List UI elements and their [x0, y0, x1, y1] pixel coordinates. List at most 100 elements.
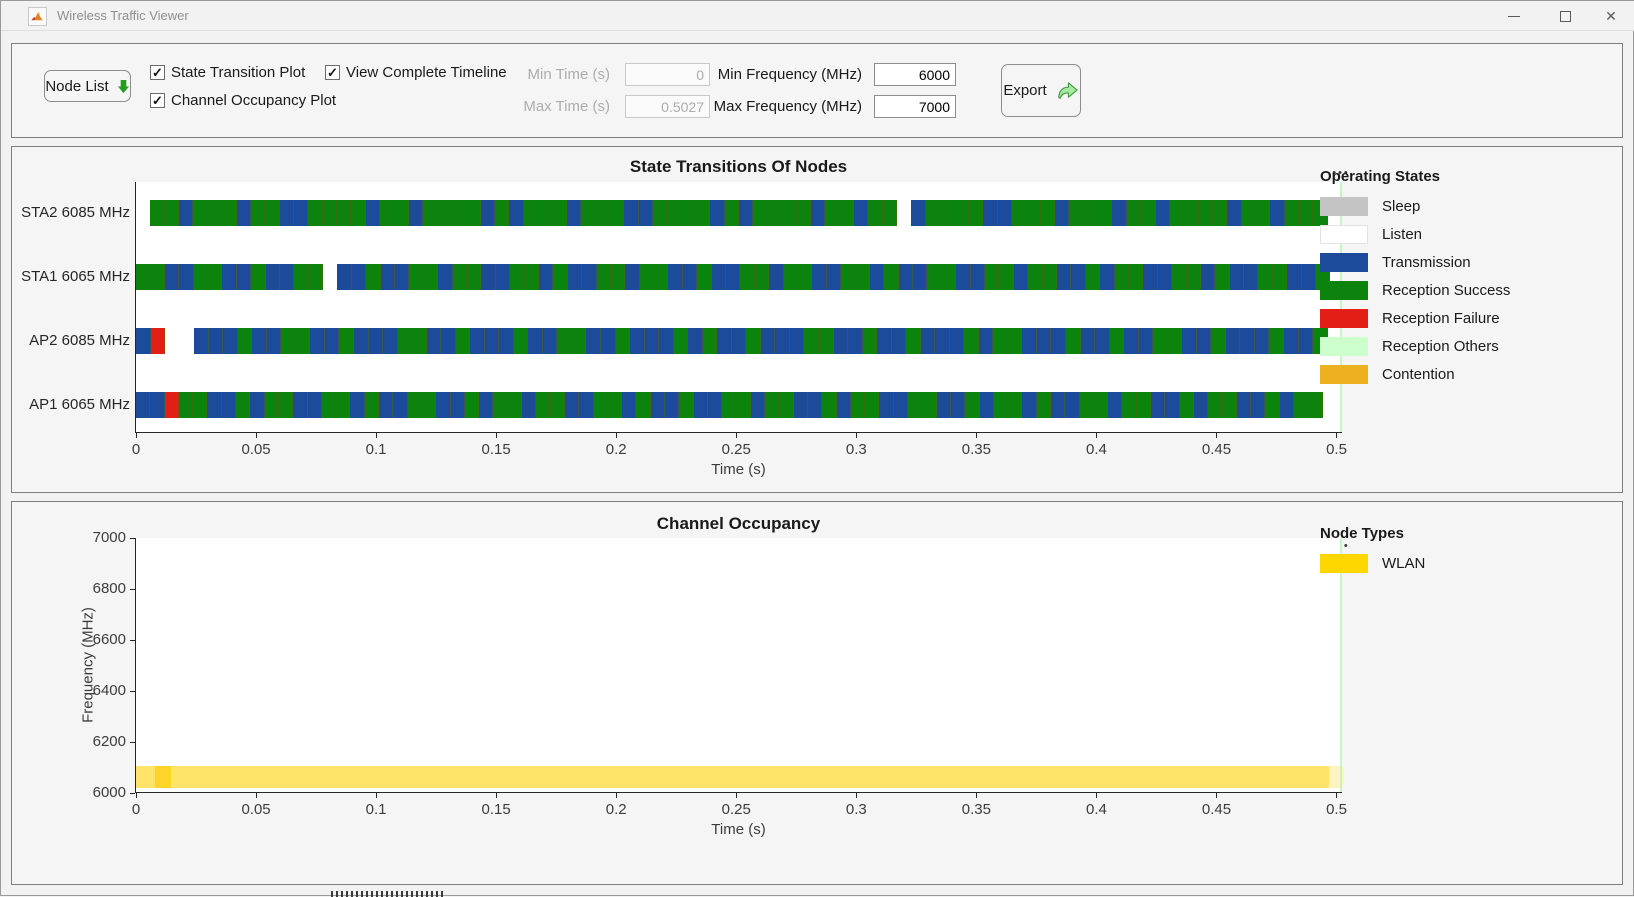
state-segment: [479, 392, 494, 418]
state-segment: [1301, 264, 1317, 290]
min-frequency-label: Min Frequency (MHz): [717, 66, 862, 83]
state-segment: [164, 200, 180, 226]
state-segment: [480, 200, 495, 226]
state-transition-plot-area[interactable]: 0 0.05 0.1 0.15 0.2 0.25 0.3 0.35 0.4 0.45 0.5: [132, 182, 1347, 458]
legend-entry: Reception Failure: [1320, 309, 1510, 328]
state-plot-title: State Transitions Of Nodes: [629, 157, 848, 176]
checkbox-channel-occupancy-plot[interactable]: ✓ Channel Occupancy Plot: [150, 92, 336, 109]
state-segment: [1011, 200, 1027, 226]
legend-entries: WLAN: [1320, 554, 1425, 573]
state-segment: [1028, 264, 1043, 290]
state-segment: [841, 264, 856, 290]
legend-entry: Reception Others: [1320, 337, 1510, 356]
state-segment: [1298, 328, 1314, 354]
state-segment: [586, 328, 601, 354]
y-tick-label: 6400: [92, 682, 126, 699]
state-segment: [724, 200, 740, 226]
wlan-occupancy-band: [1329, 766, 1343, 788]
x-tick-label: 0.5: [1326, 801, 1347, 818]
state-segment: [853, 200, 869, 226]
checkbox-state-transition-plot[interactable]: ✓ State Transition Plot: [150, 64, 305, 81]
state-segment: [607, 392, 623, 418]
checkbox-view-complete-timeline[interactable]: ✓ View Complete Timeline: [325, 64, 507, 81]
state-segment: [397, 328, 413, 354]
state-segment: [1193, 392, 1209, 418]
panel-menu-button[interactable]: •••: [1332, 167, 1350, 179]
state-segment: [839, 200, 854, 226]
minimize-button[interactable]: [1491, 1, 1537, 31]
state-segment: [223, 328, 238, 354]
state-segment: [528, 328, 543, 354]
state-segment: [441, 328, 456, 354]
state-segment: [1169, 200, 1185, 226]
node-list-button[interactable]: Node List: [44, 70, 131, 102]
state-segment: [1079, 392, 1094, 418]
state-segment: [193, 392, 208, 418]
state-segment: [739, 200, 754, 226]
x-axis-label: Time (s): [711, 821, 766, 838]
legend-entry: Reception Success: [1320, 281, 1510, 300]
min-frequency-input[interactable]: [874, 63, 956, 86]
state-segment: [179, 328, 195, 354]
state-segment: [1215, 264, 1230, 290]
state-segment: [1108, 392, 1123, 418]
state-segment: [638, 200, 653, 226]
state-segment: [1184, 200, 1199, 226]
state-segment: [906, 328, 921, 354]
state-segment: [941, 264, 957, 290]
state-segment: [308, 264, 324, 290]
legend-label: Reception Success: [1382, 282, 1511, 299]
state-segment: [513, 328, 529, 354]
state-segment: [550, 392, 565, 418]
state-segment: [194, 328, 209, 354]
state-segment: [1022, 392, 1037, 418]
x-tick-mark: [135, 793, 137, 798]
export-button[interactable]: Export: [1001, 64, 1081, 117]
legend-swatch: [1320, 554, 1368, 573]
maximize-button[interactable]: [1542, 1, 1588, 31]
legend-label: Reception Failure: [1382, 310, 1500, 327]
state-segment: [207, 392, 222, 418]
state-segment: [1225, 328, 1241, 354]
state-segment: [307, 392, 322, 418]
state-segment: [1008, 392, 1023, 418]
state-segment: [1051, 392, 1066, 418]
x-tick-label: 0.4: [1085, 801, 1107, 818]
state-segment: [393, 392, 408, 418]
state-segment: [1069, 200, 1084, 226]
x-tick-label: 0.05: [241, 441, 271, 458]
state-segment: [1208, 392, 1223, 418]
state-segment: [464, 392, 480, 418]
state-segment: [1124, 328, 1139, 354]
state-segment: [524, 264, 539, 290]
close-button[interactable]: ✕: [1605, 8, 1617, 24]
state-segment: [150, 200, 165, 226]
max-frequency-input[interactable]: [874, 95, 956, 118]
legend-title: Operating States: [1320, 168, 1441, 185]
state-segment: [898, 264, 914, 290]
state-segment: [652, 200, 668, 226]
state-segment: [650, 392, 665, 418]
state-segment: [383, 328, 398, 354]
state-segment: [985, 264, 1000, 290]
x-tick-label: 0.05: [241, 801, 271, 818]
state-segment: [893, 392, 909, 418]
state-segment: [1211, 328, 1226, 354]
state-segment: [178, 392, 194, 418]
state-segment: [207, 200, 223, 226]
state-segment: [940, 200, 955, 226]
y-tick-label: 6600: [92, 631, 126, 648]
state-segment: [350, 392, 365, 418]
state-segment: [595, 200, 610, 226]
state-segment: [750, 392, 766, 418]
state-segment: [1269, 328, 1284, 354]
state-segment: [767, 200, 783, 226]
state-segment: [136, 392, 151, 418]
state-segment: [968, 200, 984, 226]
state-segment: [236, 392, 251, 418]
node-row-label: AP2 6085 MHz: [29, 332, 130, 349]
state-segment: [659, 328, 674, 354]
state-segment: [717, 328, 732, 354]
channel-occupancy-plot-area[interactable]: 7000 6800 6600 6400 6200 6000 0 0.05 0.1 0.15 0.2 0…: [93, 529, 1347, 818]
state-segment: [681, 200, 697, 226]
